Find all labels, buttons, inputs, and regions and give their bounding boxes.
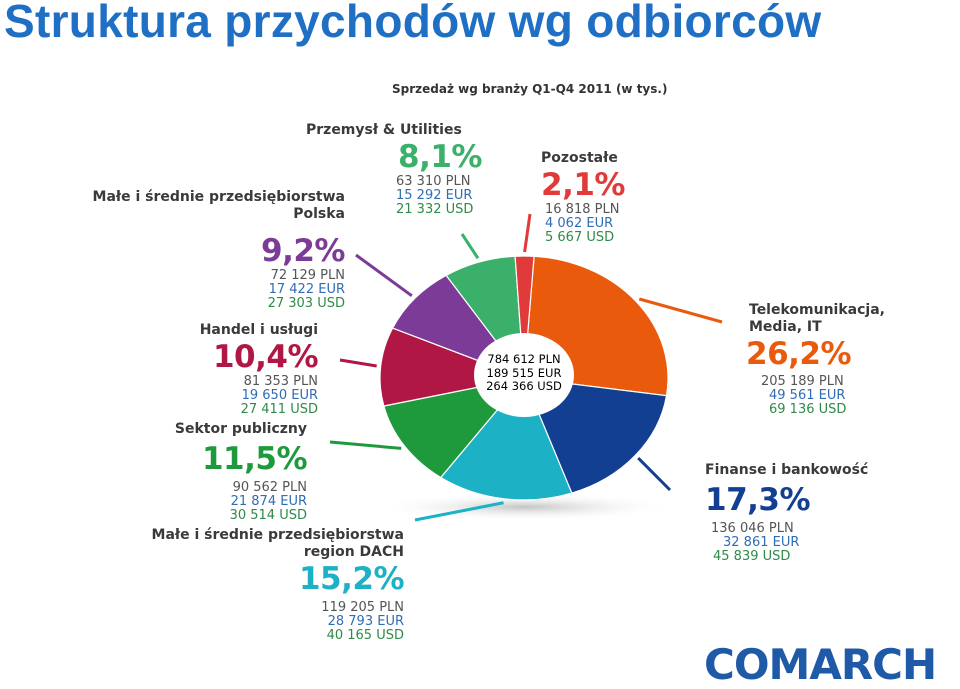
pie-slice-sme-dach (439, 376, 573, 501)
leader-line-przemysl (460, 233, 480, 260)
slice-pln: 63 310 PLN (396, 174, 471, 189)
slice-pln: 90 562 PLN (232, 480, 307, 495)
slice-name: Handel i usługi (199, 322, 318, 338)
label-sme-polska: Małe i średnie przedsiębiorstwa Polska 9… (60, 189, 346, 311)
slice-usd: 27 411 USD (240, 402, 318, 417)
slice-pln: 16 818 PLN (545, 202, 620, 217)
leader-line-sme-polska (355, 253, 413, 297)
pie-slice-handel (379, 327, 527, 407)
slice-name-line2: region DACH (303, 544, 404, 560)
slice-percent: 11,5% (201, 441, 308, 477)
slice-percent: 10,4% (212, 339, 319, 375)
pie-total-label: 784 612 PLN 189 515 EUR 264 366 USD (476, 352, 572, 394)
slice-percent: 2,1% (541, 167, 625, 203)
slice-usd: 45 839 USD (713, 549, 791, 564)
label-pozostale: Pozostałe 2,1% 16 818 PLN 4 062 EUR 5 66… (541, 150, 625, 245)
slice-percent: 8,1% (398, 139, 482, 175)
slice-eur: 28 793 EUR (327, 614, 404, 629)
slice-eur: 21 874 EUR (230, 494, 307, 509)
total-pln: 784 612 PLN (487, 352, 561, 366)
leader-lines (329, 213, 723, 522)
slice-percent: 17,3% (705, 482, 811, 518)
slice-pln: 205 189 PLN (761, 374, 844, 389)
comarch-logo: COMARCH (704, 640, 937, 689)
leader-line-pozostale (523, 213, 532, 253)
slice-eur: 19 650 EUR (241, 388, 318, 403)
slice-eur: 17 422 EUR (268, 282, 345, 297)
leader-line-handel (339, 358, 377, 368)
slice-eur: 15 292 EUR (396, 188, 473, 203)
slice-usd: 21 332 USD (396, 202, 474, 217)
slice-percent: 26,2% (746, 336, 852, 372)
slice-usd: 5 667 USD (545, 230, 615, 245)
chart-title: Sprzedaż wg branży Q1-Q4 2011 (w tys.) (392, 82, 668, 96)
slice-eur: 49 561 EUR (769, 388, 846, 403)
slice-eur: 32 861 EUR (723, 535, 800, 550)
pie-slice-finanse (523, 377, 668, 494)
label-finanse: Finanse i bankowość 17,3% 136 046 PLN 32… (705, 462, 868, 564)
label-telekomunikacja: Telekomunikacja, Media, IT 26,2% 205 189… (746, 302, 885, 417)
slice-name: Finanse i bankowość (705, 462, 869, 478)
slice-usd: 69 136 USD (769, 402, 847, 417)
label-sme-dach: Małe i średnie przedsiębiorstwa region D… (110, 527, 405, 643)
slice-name-line2: Media, IT (749, 319, 822, 335)
pie-slice-pozostale (514, 255, 535, 379)
slice-pln: 119 205 PLN (321, 600, 404, 615)
leader-line-telekomunikacja (638, 297, 723, 324)
label-handel: Handel i usługi 10,4% 81 353 PLN 19 650 … (120, 322, 319, 417)
slice-name: Sektor publiczny (174, 421, 307, 437)
slice-percent: 15,2% (298, 561, 405, 597)
slice-usd: 40 165 USD (326, 628, 404, 643)
slice-pln: 136 046 PLN (711, 521, 794, 536)
slice-name-line1: Małe i średnie przedsiębiorstwa (151, 527, 404, 543)
slice-name: Przemysł & Utilities (306, 122, 462, 138)
slice-name-line2: Polska (293, 206, 345, 222)
slice-percent: 9,2% (261, 233, 345, 269)
total-usd: 264 366 USD (486, 379, 562, 393)
slice-name: Pozostałe (541, 150, 618, 166)
slice-pln: 81 353 PLN (243, 374, 318, 389)
slice-name-line1: Małe i średnie przedsiębiorstwa (92, 189, 345, 205)
slice-eur: 4 062 EUR (545, 216, 614, 231)
label-przemysl: Przemysł & Utilities 8,1% 63 310 PLN 15 … (306, 122, 482, 217)
slice-usd: 27 303 USD (267, 296, 345, 311)
slice-pln: 72 129 PLN (270, 268, 345, 283)
label-sektor-publiczny: Sektor publiczny 11,5% 90 562 PLN 21 874… (100, 421, 308, 523)
pie-center-disc (474, 333, 574, 417)
leader-line-sme-dach (414, 501, 504, 522)
total-eur: 189 515 EUR (486, 365, 562, 380)
slice-usd: 30 514 USD (229, 508, 307, 523)
leader-line-sektor-publiczny (329, 440, 402, 450)
page-title: Struktura przychodów wg odbiorców (4, 0, 822, 47)
leader-line-finanse (637, 457, 672, 492)
slice-name-line1: Telekomunikacja, (749, 302, 885, 318)
